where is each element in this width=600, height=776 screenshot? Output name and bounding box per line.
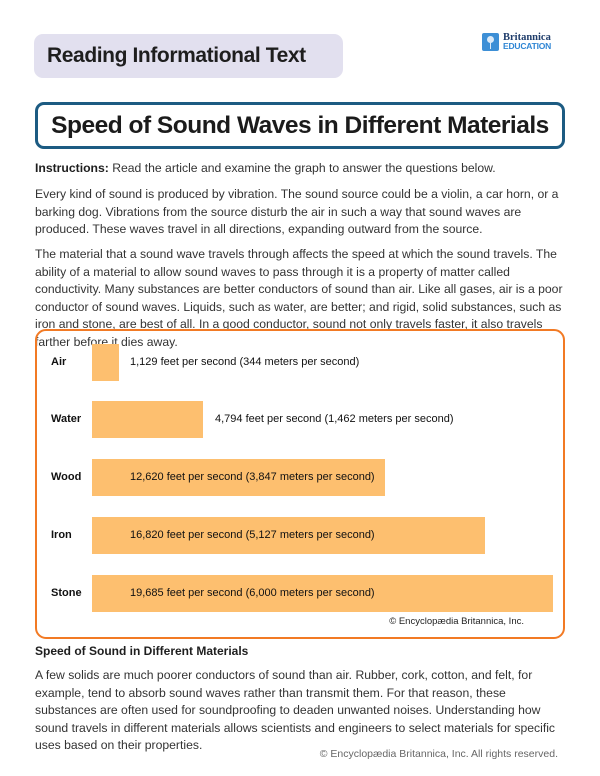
logo-line1: Britannica xyxy=(503,32,551,43)
bar-iron xyxy=(92,517,485,554)
bar-air xyxy=(92,344,119,381)
section-label: Reading Informational Text xyxy=(47,44,306,67)
instructions-label: Instructions: xyxy=(35,161,109,175)
bar-value: 19,685 feet per second (6,000 meters per… xyxy=(130,587,375,599)
paragraph-2: The material that a sound wave travels t… xyxy=(35,247,563,349)
chart-row-water: Water 4,794 feet per second (1,462 meter… xyxy=(37,401,563,438)
section-label-pill: Reading Informational Text xyxy=(34,34,343,78)
bar-value: 4,794 feet per second (1,462 meters per … xyxy=(215,413,454,425)
bar-label: Water xyxy=(51,413,82,425)
bar-label: Stone xyxy=(51,587,82,599)
chart-row-wood: Wood 12,620 feet per second (3,847 meter… xyxy=(37,459,563,496)
bar-label: Air xyxy=(51,356,67,368)
bar-label: Iron xyxy=(51,529,72,541)
chart-row-iron: Iron 16,820 feet per second (5,127 meter… xyxy=(37,517,563,554)
bar-stone xyxy=(92,575,553,612)
bar-value: 1,129 feet per second (344 meters per se… xyxy=(130,356,360,368)
chart-caption: Speed of Sound in Different Materials xyxy=(35,644,249,658)
footer-copyright: © Encyclopædia Britannica, Inc. All righ… xyxy=(319,748,558,760)
chart-row-air: Air 1,129 feet per second (344 meters pe… xyxy=(37,344,563,381)
instructions-text: Read the article and examine the graph t… xyxy=(108,161,496,175)
logo-line2: EDUCATION xyxy=(503,41,552,51)
page-title-box: Speed of Sound Waves in Different Materi… xyxy=(35,102,565,149)
chart-copyright: © Encyclopædia Britannica, Inc. xyxy=(389,616,524,627)
paragraph-3: A few solids are much poorer conductors … xyxy=(35,668,556,752)
instructions: Instructions: Read the article and exami… xyxy=(35,160,567,178)
bar-value: 16,820 feet per second (5,127 meters per… xyxy=(130,529,375,541)
bar-wood xyxy=(92,459,385,496)
speed-of-sound-chart: Air 1,129 feet per second (344 meters pe… xyxy=(35,329,565,639)
britannica-thistle-icon xyxy=(482,33,499,51)
page-title: Speed of Sound Waves in Different Materi… xyxy=(51,111,549,139)
chart-row-stone: Stone 19,685 feet per second (6,000 mete… xyxy=(37,575,563,612)
bar-water xyxy=(92,401,203,438)
paragraph-1: Every kind of sound is produced by vibra… xyxy=(35,187,559,236)
britannica-education-logo: Britannica EDUCATION xyxy=(482,32,552,51)
bar-value: 12,620 feet per second (3,847 meters per… xyxy=(130,471,375,483)
bar-label: Wood xyxy=(51,471,82,483)
